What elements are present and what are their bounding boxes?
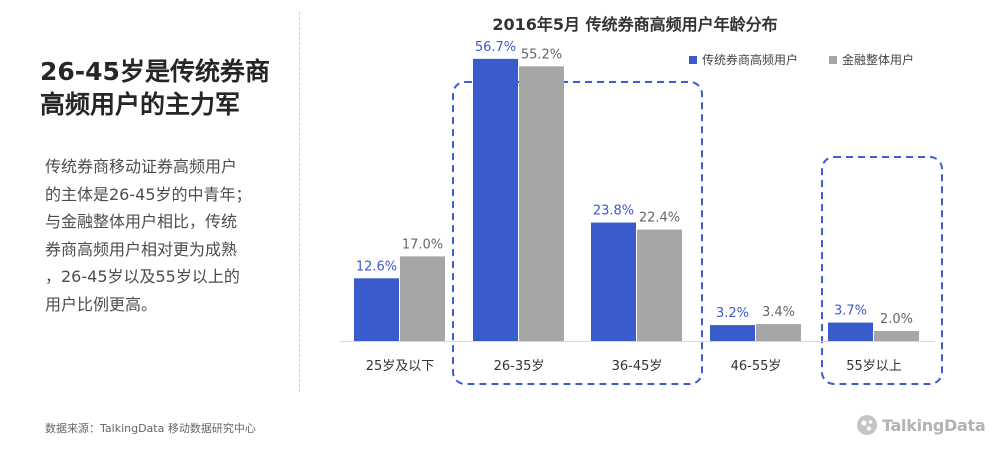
bar	[756, 324, 801, 341]
data-label: 3.7%	[834, 304, 867, 319]
description-line: 用户比例更高。	[45, 294, 158, 314]
vertical-divider	[299, 12, 300, 392]
x-tick-label: 36-45岁	[612, 359, 663, 374]
description-line: ，26-45岁以及55岁以上的	[45, 267, 240, 286]
bar	[710, 325, 755, 341]
legend-label: 传统券商高频用户	[702, 52, 798, 67]
data-label: 12.6%	[356, 259, 397, 274]
data-label: 56.7%	[475, 40, 516, 55]
data-label: 55.2%	[521, 47, 562, 62]
x-tick-label: 46-55岁	[731, 359, 782, 374]
logo-icon	[857, 415, 877, 435]
data-label: 23.8%	[593, 204, 634, 219]
x-tick-label: 25岁及以下	[366, 359, 435, 374]
legend-swatch	[829, 56, 837, 64]
description-line: 与金融整体用户相比，传统	[45, 212, 238, 231]
bar	[519, 66, 564, 341]
data-label: 17.0%	[402, 237, 443, 252]
description-line: 券商高频用户相对更为成熟	[45, 239, 238, 259]
data-label: 2.0%	[880, 312, 913, 327]
description-line: 的主体是26-45岁的中青年；	[45, 184, 252, 204]
bar	[591, 222, 636, 341]
description-line: 传统券商移动证券高频用户	[45, 157, 238, 176]
x-tick-label: 55岁以上	[846, 359, 902, 374]
bar	[354, 278, 399, 341]
data-label: 3.2%	[716, 306, 749, 321]
description: 传统券商移动证券高频用户 的主体是26-45岁的中青年； 与金融整体用户相比，传…	[45, 153, 290, 318]
logo-text: TalkingData	[882, 415, 986, 435]
x-tick-label: 26-35岁	[494, 359, 545, 374]
highlight-box	[821, 156, 943, 385]
data-label: 3.4%	[762, 305, 795, 320]
headline-line-1: 26-45岁是传统券商	[40, 57, 270, 86]
chart-title: 2016年5月 传统券商高频用户年龄分布	[492, 15, 777, 34]
bar	[473, 58, 518, 341]
talkingdata-logo: TalkingData	[856, 412, 986, 438]
bar	[828, 322, 873, 341]
bar	[637, 229, 682, 341]
source-note: 数据来源：TalkingData 移动数据研究中心	[45, 422, 256, 435]
bar	[874, 331, 919, 341]
headline: 26-45岁是传统券商 高频用户的主力军	[40, 55, 290, 121]
legend-label: 金融整体用户	[842, 52, 914, 67]
legend-swatch	[689, 56, 697, 64]
headline-line-2: 高频用户的主力军	[40, 90, 241, 119]
highlight-box	[452, 81, 703, 385]
data-label: 22.4%	[639, 211, 680, 226]
bar	[400, 256, 445, 341]
